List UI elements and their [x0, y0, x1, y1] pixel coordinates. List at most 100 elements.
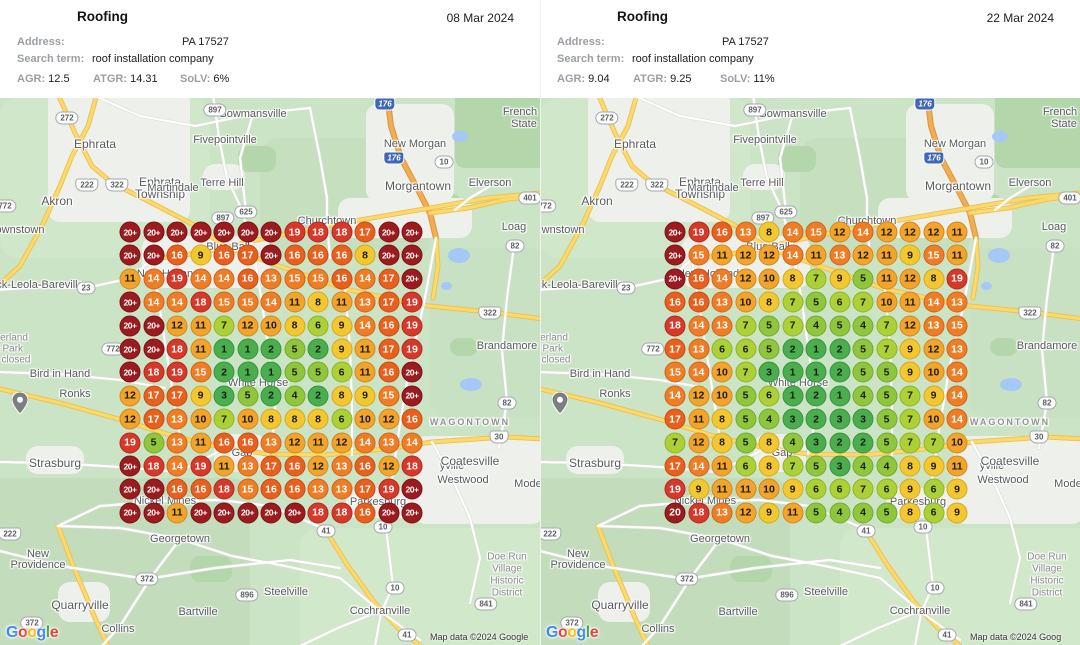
rank-circle[interactable]: 8: [899, 502, 921, 524]
rank-circle[interactable]: 4: [852, 455, 874, 477]
rank-circle[interactable]: 19: [401, 315, 423, 337]
rank-circle[interactable]: 20+: [664, 221, 686, 243]
rank-circle[interactable]: 3: [213, 385, 235, 407]
rank-circle[interactable]: 7: [876, 315, 897, 337]
rank-circle[interactable]: 11: [354, 338, 376, 360]
rank-circle[interactable]: 7: [782, 291, 803, 313]
rank-circle[interactable]: 3: [829, 455, 850, 477]
rank-circle[interactable]: 17: [143, 385, 164, 407]
rank-circle[interactable]: 9: [758, 502, 780, 524]
rank-circle[interactable]: 1: [782, 361, 803, 383]
rank-circle[interactable]: 2: [307, 338, 329, 360]
rank-circle[interactable]: 8: [284, 408, 305, 430]
rank-circle[interactable]: 15: [237, 478, 258, 500]
rank-circle[interactable]: 10: [711, 385, 733, 407]
rank-circle[interactable]: 20+: [190, 502, 211, 524]
rank-circle[interactable]: 14: [143, 291, 164, 313]
rank-circle[interactable]: 11: [331, 291, 352, 313]
rank-circle[interactable]: 19: [401, 338, 423, 360]
rank-circle[interactable]: 6: [331, 408, 352, 430]
rank-circle[interactable]: 4: [852, 502, 874, 524]
rank-circle[interactable]: 19: [166, 361, 188, 383]
rank-circle[interactable]: 20+: [260, 221, 282, 243]
rank-circle[interactable]: 20+: [143, 502, 164, 524]
rank-circle[interactable]: 14: [923, 291, 944, 313]
rank-circle[interactable]: 15: [378, 385, 399, 407]
rank-circle[interactable]: 11: [782, 502, 803, 524]
rank-circle[interactable]: 14: [401, 432, 423, 454]
rank-circle[interactable]: 13: [711, 502, 733, 524]
rank-circle[interactable]: 15: [213, 291, 235, 313]
rank-circle[interactable]: 15: [237, 291, 258, 313]
rank-circle[interactable]: 12: [237, 315, 258, 337]
rank-circle[interactable]: 9: [923, 385, 944, 407]
rank-circle[interactable]: 19: [378, 478, 399, 500]
rank-circle[interactable]: 11: [876, 244, 897, 266]
rank-circle[interactable]: 20+: [664, 244, 686, 266]
rank-circle[interactable]: 5: [876, 432, 897, 454]
rank-circle[interactable]: 5: [876, 408, 897, 430]
rank-circle[interactable]: 8: [758, 291, 780, 313]
rank-circle[interactable]: 5: [805, 455, 827, 477]
rank-circle[interactable]: 10: [354, 408, 376, 430]
rank-circle[interactable]: 13: [711, 291, 733, 313]
rank-circle[interactable]: 14: [782, 221, 803, 243]
rank-circle[interactable]: 20+: [119, 221, 141, 243]
rank-circle[interactable]: 2: [805, 408, 827, 430]
rank-circle[interactable]: 9: [899, 338, 921, 360]
rank-circle[interactable]: 11: [946, 221, 968, 243]
rank-circle[interactable]: 10: [758, 478, 780, 500]
rank-circle[interactable]: 14: [664, 385, 686, 407]
rank-circle[interactable]: 14: [688, 361, 709, 383]
rank-circle[interactable]: 12: [876, 221, 897, 243]
rank-circle[interactable]: 3: [805, 432, 827, 454]
rank-circle[interactable]: 16: [354, 502, 376, 524]
rank-circle[interactable]: 12: [688, 385, 709, 407]
rank-circle[interactable]: 5: [829, 315, 850, 337]
rank-circle[interactable]: 12: [378, 455, 399, 477]
rank-circle[interactable]: 5: [805, 291, 827, 313]
rank-circle[interactable]: 10: [758, 268, 780, 290]
rank-circle[interactable]: 16: [354, 455, 376, 477]
rank-circle[interactable]: 2: [829, 432, 850, 454]
rank-circle[interactable]: 11: [284, 291, 305, 313]
rank-circle[interactable]: 11: [213, 455, 235, 477]
rank-circle[interactable]: 2: [260, 385, 282, 407]
rank-circle[interactable]: 20+: [401, 244, 423, 266]
rank-circle[interactable]: 12: [331, 432, 352, 454]
rank-circle[interactable]: 6: [829, 478, 850, 500]
rank-circle[interactable]: 5: [805, 502, 827, 524]
rank-circle[interactable]: 1: [237, 338, 258, 360]
rank-circle[interactable]: 16: [331, 244, 352, 266]
rank-circle[interactable]: 6: [876, 478, 897, 500]
rank-circle[interactable]: 2: [829, 361, 850, 383]
rank-circle[interactable]: 15: [688, 244, 709, 266]
rank-circle[interactable]: 13: [378, 432, 399, 454]
rank-circle[interactable]: 11: [711, 478, 733, 500]
rank-circle[interactable]: 13: [735, 221, 756, 243]
rank-circle[interactable]: 9: [331, 315, 352, 337]
rank-circle[interactable]: 18: [213, 478, 235, 500]
rank-circle[interactable]: 20+: [237, 221, 258, 243]
rank-circle[interactable]: 17: [260, 455, 282, 477]
rank-circle[interactable]: 20+: [190, 221, 211, 243]
rank-circle[interactable]: 11: [735, 478, 756, 500]
map-canvas[interactable]: Bowmansville Fivepointville New Morgan Fren…: [0, 98, 540, 645]
rank-circle[interactable]: 13: [331, 455, 352, 477]
rank-circle[interactable]: 7: [664, 432, 686, 454]
rank-circle[interactable]: 16: [190, 478, 211, 500]
rank-circle[interactable]: 17: [378, 338, 399, 360]
rank-circle[interactable]: 7: [899, 432, 921, 454]
rank-circle[interactable]: 17: [664, 455, 686, 477]
rank-circle[interactable]: 16: [378, 361, 399, 383]
rank-circle[interactable]: 20+: [378, 244, 399, 266]
rank-circle[interactable]: 13: [711, 315, 733, 337]
rank-circle[interactable]: 16: [688, 291, 709, 313]
rank-circle[interactable]: 12: [284, 432, 305, 454]
rank-circle[interactable]: 19: [284, 221, 305, 243]
rank-circle[interactable]: 11: [190, 338, 211, 360]
rank-circle[interactable]: 3: [829, 408, 850, 430]
rank-circle[interactable]: 7: [899, 408, 921, 430]
rank-circle[interactable]: 13: [260, 268, 282, 290]
rank-circle[interactable]: 8: [711, 432, 733, 454]
